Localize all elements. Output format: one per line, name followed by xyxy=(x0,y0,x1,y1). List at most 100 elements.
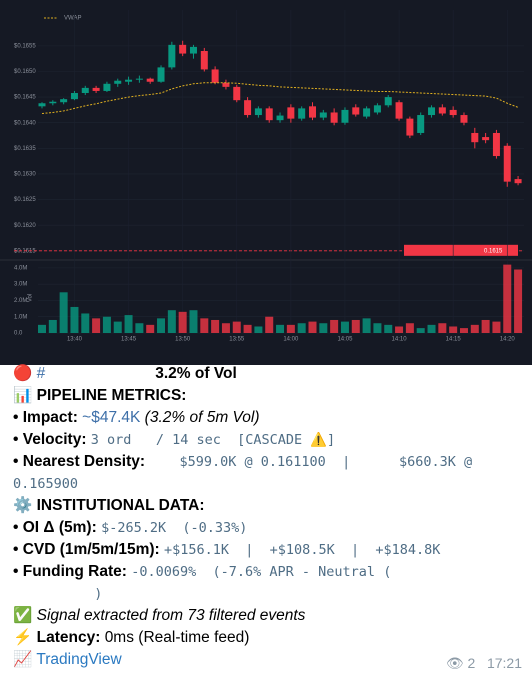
candle-body xyxy=(92,87,100,91)
volume-bar xyxy=(362,318,371,333)
candle-body xyxy=(428,107,436,116)
volume-bar xyxy=(178,311,187,333)
volume-bar xyxy=(427,324,436,333)
candle-body xyxy=(406,118,414,136)
candle-body xyxy=(103,83,111,91)
views: 2 xyxy=(467,655,476,671)
volume-bar xyxy=(351,319,360,333)
price-line-label: 0.1615 xyxy=(484,248,503,254)
value: $-265.2K (-0.33%) xyxy=(101,520,248,536)
note: (3.2% of 5m Vol) xyxy=(144,409,260,426)
volume-tick-label: 4.0M xyxy=(14,265,27,271)
candle-body xyxy=(81,87,89,94)
value: $599.0K @ 0.161100 | $660.3K @ 0.165900 xyxy=(13,454,481,492)
views-icon: 👁 xyxy=(445,655,464,671)
candle-body xyxy=(330,112,338,123)
candle-body xyxy=(244,100,252,116)
candle-body xyxy=(449,109,457,116)
volume-bar xyxy=(124,315,133,333)
volume-bar xyxy=(395,326,404,333)
candle-body xyxy=(482,137,490,141)
section-title: ⚙️ INSTITUTIONAL DATA: xyxy=(13,497,205,514)
value: 3 ord / 14 sec [CASCADE ⚠️] xyxy=(90,432,336,448)
candle-body xyxy=(471,132,479,143)
candle-body xyxy=(200,50,208,70)
volume-bar xyxy=(276,324,285,333)
link[interactable]: TradingView xyxy=(36,651,122,668)
icon: 📈 xyxy=(13,651,33,668)
candle-body xyxy=(276,115,284,121)
candle-body xyxy=(222,82,230,87)
volume-bar xyxy=(297,323,306,333)
candle-body xyxy=(352,107,360,115)
candle-body xyxy=(254,108,262,116)
volume-axis-label: Vol xyxy=(28,294,34,302)
x-tick-label: 13:40 xyxy=(67,337,83,343)
candle-body xyxy=(492,132,500,157)
volume-bar xyxy=(330,319,339,333)
candle-body xyxy=(373,105,381,113)
volume-bar xyxy=(438,323,447,333)
price-line-box xyxy=(404,244,518,256)
candle-body xyxy=(38,103,46,107)
y-tick-label: $0.1650 xyxy=(14,69,36,75)
candle-body xyxy=(179,44,187,54)
candle-body xyxy=(417,115,425,133)
candle-body xyxy=(287,107,295,119)
label: • OI Δ (5m): xyxy=(13,519,97,536)
icon: 🔴 xyxy=(13,365,33,382)
chart: VWAP Vol $0.1655 $0.1650 $0.1645 $0.1640 $0.… xyxy=(0,0,532,365)
volume-bar xyxy=(157,318,166,333)
volume-bar xyxy=(319,323,328,333)
y-tick-label: $0.1645 xyxy=(14,95,36,101)
value: ~$47.4K xyxy=(82,409,141,426)
y-tick-label: $0.1640 xyxy=(14,120,36,126)
volume-bar xyxy=(286,324,295,333)
candle-body xyxy=(384,97,392,106)
candle-body xyxy=(438,107,446,114)
label: Latency: xyxy=(36,629,101,646)
volume-bar xyxy=(470,324,479,333)
y-tick-label: $0.1620 xyxy=(14,223,36,229)
volume-bar xyxy=(81,313,90,333)
x-tick-label: 13:55 xyxy=(229,337,245,343)
candle-body xyxy=(211,69,219,83)
x-tick-label: 14:05 xyxy=(337,337,353,343)
volume-bar xyxy=(254,326,263,333)
label: • Impact: xyxy=(13,409,78,426)
volume-tick-label: 2.0M xyxy=(14,298,27,304)
volume-bar xyxy=(416,328,425,333)
candle-body xyxy=(125,79,133,82)
volume-bar xyxy=(59,292,68,333)
label: • Velocity: xyxy=(13,431,87,448)
volume-bar xyxy=(232,321,241,333)
value: -0.0069% (-7.6% APR - Neutral ( ) xyxy=(94,564,392,602)
headline: 3.2% of Vol xyxy=(155,365,237,382)
volume-bar xyxy=(200,318,209,333)
label: • Nearest Density: xyxy=(13,453,146,470)
candle-body xyxy=(114,80,122,84)
label: • CVD (1m/5m/15m): xyxy=(13,541,160,558)
value: 0ms (Real-time feed) xyxy=(104,629,250,646)
volume-bar xyxy=(265,316,274,333)
x-tick-label: 14:00 xyxy=(283,337,299,343)
volume-bar xyxy=(48,319,57,333)
label: • Funding Rate: xyxy=(13,563,127,580)
candle-body xyxy=(514,179,522,184)
x-tick-label: 13:45 xyxy=(121,337,137,343)
x-tick-label: 14:20 xyxy=(500,337,516,343)
volume-tick-label: 0.0 xyxy=(14,331,23,337)
volume-bar xyxy=(70,306,79,333)
candle-body xyxy=(233,86,241,101)
x-tick-label: 14:15 xyxy=(446,337,462,343)
hashtag[interactable]: # xyxy=(36,365,46,382)
volume-bar xyxy=(373,323,382,333)
candle-body xyxy=(49,101,57,104)
volume-bar xyxy=(492,321,501,333)
volume-tick-label: 3.0M xyxy=(14,282,27,288)
candle-body xyxy=(70,93,78,100)
x-tick-label: 13:50 xyxy=(175,337,191,343)
candle-body xyxy=(319,112,327,118)
candle-body xyxy=(157,67,165,82)
